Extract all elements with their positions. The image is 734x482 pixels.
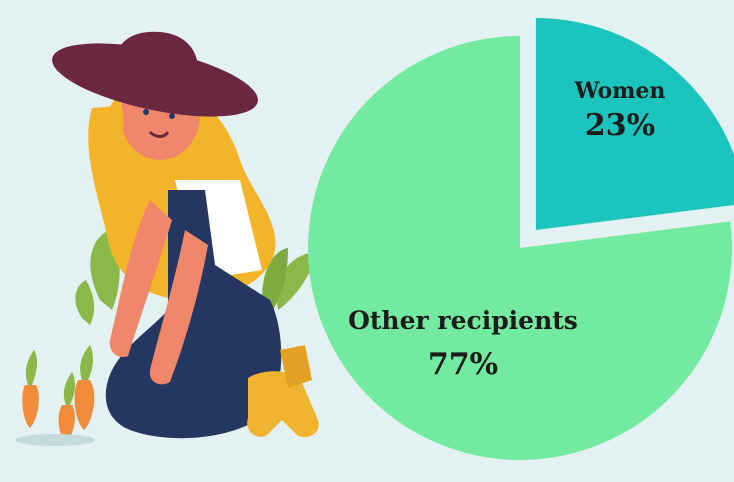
slice-value-other-recipients: 77% [427,347,499,382]
overalls [105,190,282,439]
carrot-icons [15,345,95,446]
boots [247,345,319,438]
pie-slice-women [535,17,734,230]
pie-slice-other-recipients [307,36,732,460]
woman-gardener-icon [15,31,319,446]
pie-label-other-recipients: Other recipients 77% [318,306,608,382]
slice-name-women: Women [574,78,666,104]
slice-value-women: 23% [584,108,656,143]
arm-left [109,200,172,358]
pie-label-women: Women 23% [545,78,695,143]
arm-right [149,230,208,385]
hat-icon [52,31,258,117]
slice-name-other-recipients: Other recipients [348,306,578,335]
